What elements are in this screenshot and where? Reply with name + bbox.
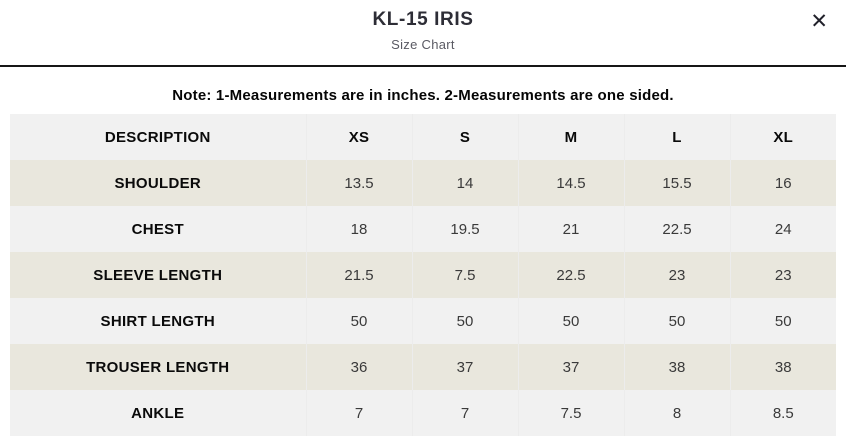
cell-value: 36 — [305, 344, 412, 390]
cell-value: 7 — [305, 390, 412, 436]
cell-value: 7.5 — [411, 252, 518, 298]
cell-value: 21 — [517, 206, 624, 252]
table-row-ankle: ANKLE 7 7 7.5 8 8.5 — [10, 390, 836, 436]
cell-value: 8.5 — [729, 390, 836, 436]
cell-value: 19.5 — [411, 206, 518, 252]
cell-value: 14 — [411, 160, 518, 206]
cell-value: 7.5 — [517, 390, 624, 436]
cell-value: 15.5 — [623, 160, 730, 206]
cell-value: 24 — [729, 206, 836, 252]
table-row-sleeve-length: SLEEVE LENGTH 21.5 7.5 22.5 23 23 — [10, 252, 836, 298]
cell-value: 37 — [411, 344, 518, 390]
measurement-note: Note: 1-Measurements are in inches. 2-Me… — [172, 87, 674, 104]
table-row-trouser-length: TROUSER LENGTH 36 37 37 38 38 — [10, 344, 836, 390]
page-subtitle: Size Chart — [391, 37, 455, 52]
column-header-description: DESCRIPTION — [104, 128, 211, 146]
table-row-shoulder: SHOULDER 13.5 14 14.5 15.5 16 — [10, 160, 836, 206]
column-header-xl: XL — [729, 114, 836, 160]
column-header-l: L — [623, 114, 730, 160]
row-label: SHIRT LENGTH — [100, 312, 215, 330]
table-row-chest: CHEST 18 19.5 21 22.5 24 — [10, 206, 836, 252]
row-label: SLEEVE LENGTH — [93, 266, 223, 284]
cell-value: 50 — [623, 298, 730, 344]
cell-value: 7 — [411, 390, 518, 436]
cell-value: 21.5 — [305, 252, 412, 298]
row-label: ANKLE — [131, 404, 185, 422]
cell-value: 22.5 — [623, 206, 730, 252]
cell-value: 37 — [517, 344, 624, 390]
modal-header: KL-15 IRIS Size Chart ✕ — [0, 0, 846, 67]
cell-value: 14.5 — [517, 160, 624, 206]
page-title: KL-15 IRIS — [372, 9, 474, 30]
cell-value: 50 — [729, 298, 836, 344]
cell-value: 38 — [623, 344, 730, 390]
column-header-m: M — [517, 114, 624, 160]
size-chart-table: DESCRIPTION XS S M L XL SHOULDER 13.5 14… — [10, 114, 836, 436]
row-label: TROUSER LENGTH — [86, 358, 230, 376]
cell-value: 50 — [305, 298, 412, 344]
cell-value: 23 — [729, 252, 836, 298]
row-label: CHEST — [131, 220, 184, 238]
cell-value: 16 — [729, 160, 836, 206]
column-header-xs: XS — [305, 114, 412, 160]
cell-value: 8 — [623, 390, 730, 436]
table-row-shirt-length: SHIRT LENGTH 50 50 50 50 50 — [10, 298, 836, 344]
row-label: SHOULDER — [114, 174, 202, 192]
column-header-s: S — [411, 114, 518, 160]
cell-value: 13.5 — [305, 160, 412, 206]
close-icon[interactable]: ✕ — [806, 7, 832, 36]
cell-value: 22.5 — [517, 252, 624, 298]
cell-value: 50 — [517, 298, 624, 344]
cell-value: 18 — [305, 206, 412, 252]
table-header-row: DESCRIPTION XS S M L XL — [10, 114, 836, 160]
cell-value: 38 — [729, 344, 836, 390]
cell-value: 23 — [623, 252, 730, 298]
cell-value: 50 — [411, 298, 518, 344]
